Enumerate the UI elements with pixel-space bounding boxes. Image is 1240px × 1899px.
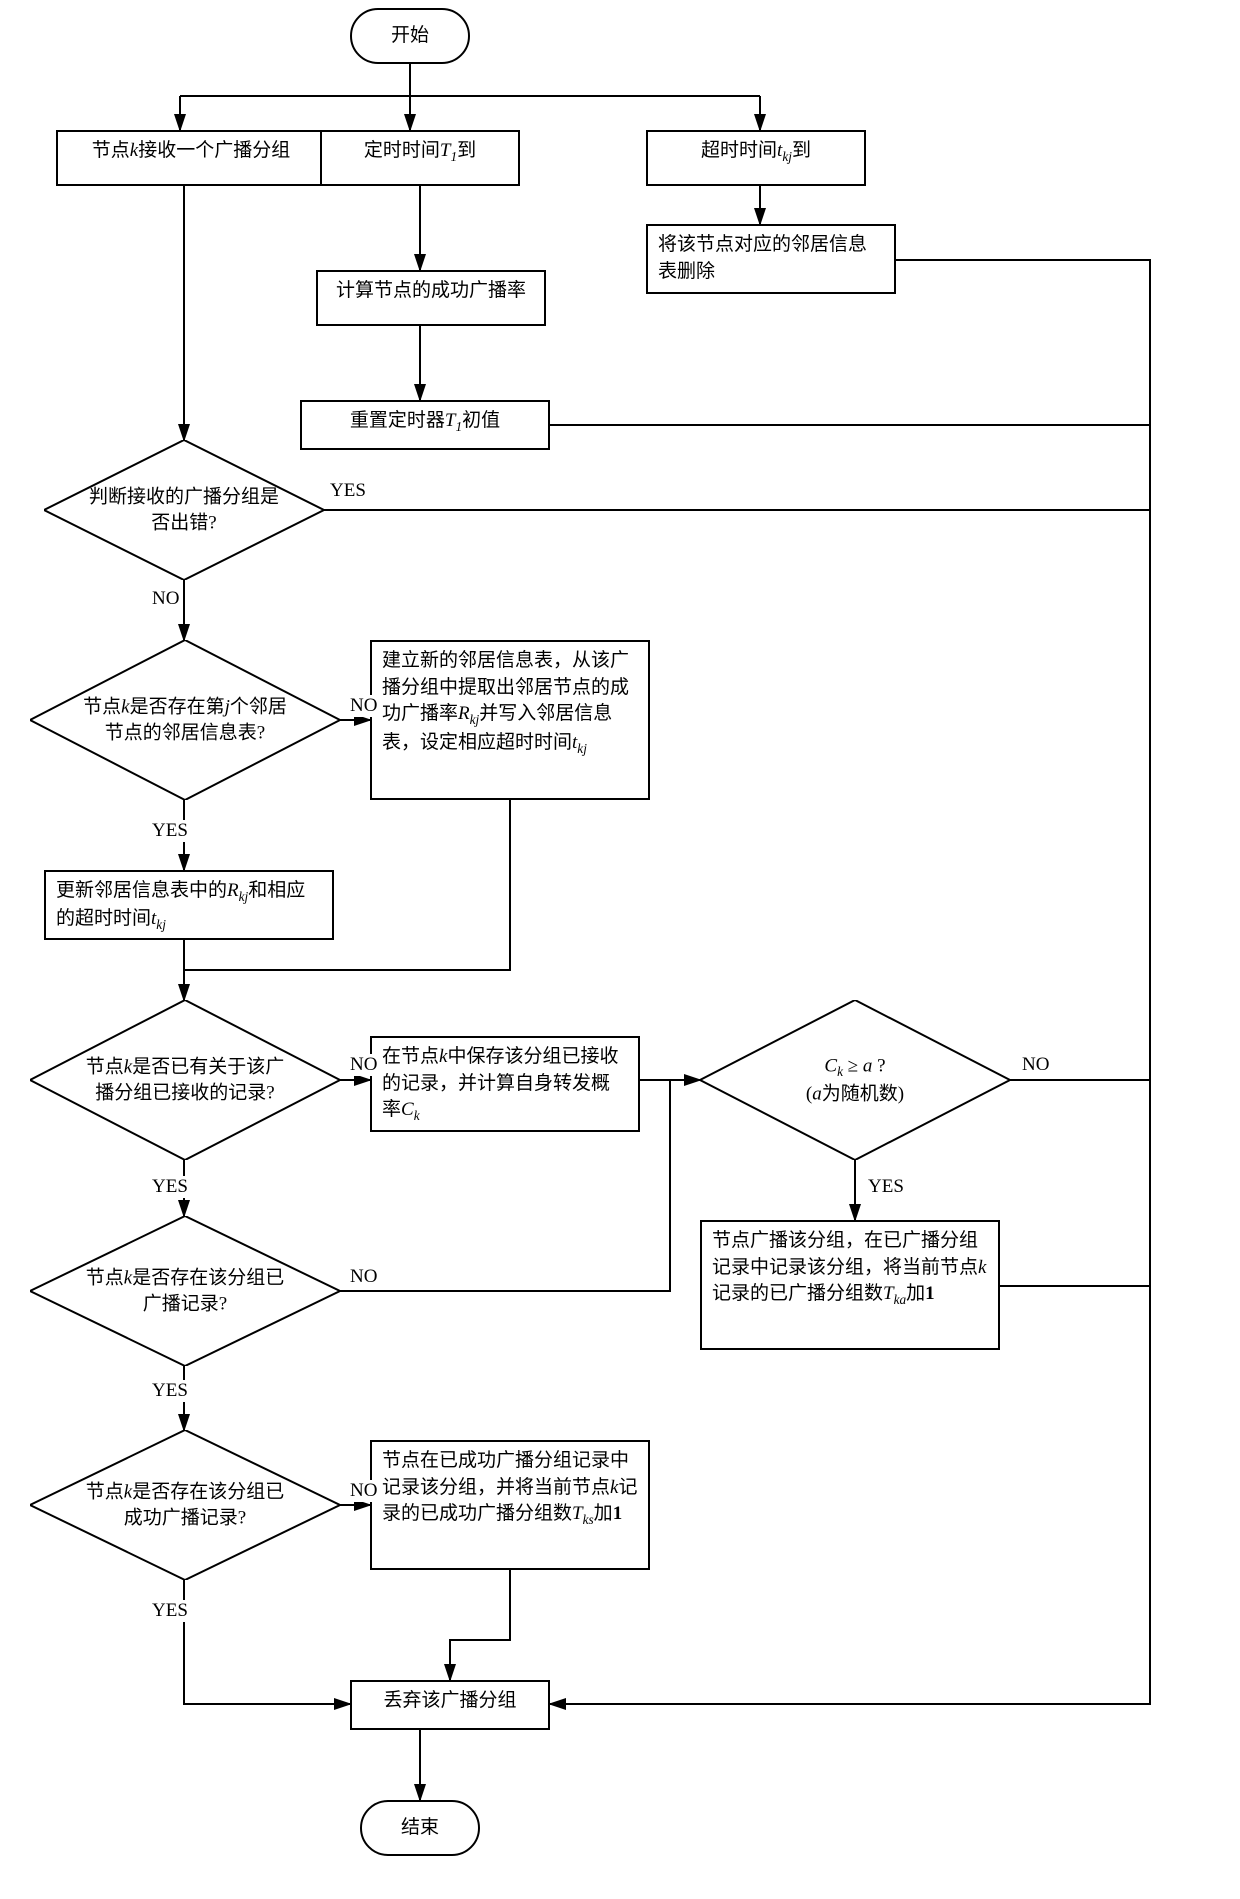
label-bcast-yes: YES [150, 1380, 190, 1402]
end-label: 结束 [401, 1815, 439, 1842]
decision-bcast-record: 节点k是否存在该分组已广播记录? [30, 1216, 340, 1366]
decision-error: 判断接收的广播分组是否出错? [44, 440, 324, 580]
start-terminator: 开始 [350, 8, 470, 64]
label-hasj-yes: YES [150, 820, 190, 842]
label-hasj-no: NO [348, 695, 379, 717]
timer-t1-process: 定时时间T1到 [320, 130, 520, 186]
label-ck-yes: YES [866, 1176, 906, 1198]
calc-rate-label: 计算节点的成功广播率 [328, 278, 534, 305]
decision-recv-record: 节点k是否已有关于该广播分组已接收的记录? [30, 1000, 340, 1160]
reset-t1-process: 重置定时器T1初值 [300, 400, 550, 450]
del-neighbor-process: 将该节点对应的邻居信息表删除 [646, 224, 896, 294]
timeout-tkj-process: 超时时间tkj到 [646, 130, 866, 186]
label-succ-no: NO [348, 1480, 379, 1502]
label-recvrec-no: NO [348, 1054, 379, 1076]
label-succ-yes: YES [150, 1600, 190, 1622]
recv-process: 节点k接收一个广播分组 [56, 130, 326, 186]
decision-ck: Ck ≥ a ?(a为随机数) [700, 1000, 1010, 1160]
succ-inc-process: 节点在已成功广播分组记录中记录该分组，并将当前节点k记录的已成功广播分组数Tks… [370, 1440, 650, 1570]
label-recvrec-yes: YES [150, 1176, 190, 1198]
label-error-no: NO [150, 588, 181, 610]
save-calcck-process: 在节点k中保存该分组已接收的记录，并计算自身转发概率Ck [370, 1036, 640, 1132]
broadcast-process: 节点广播该分组，在已广播分组记录中记录该分组，将当前节点k记录的已广播分组数Tk… [700, 1220, 1000, 1350]
new-neighbor-process: 建立新的邻居信息表，从该广播分组中提取出邻居节点的成功广播率Rkj并写入邻居信息… [370, 640, 650, 800]
discard-label: 丢弃该广播分组 [362, 1688, 538, 1715]
del-neighbor-label: 将该节点对应的邻居信息表删除 [658, 232, 884, 285]
start-label: 开始 [391, 23, 429, 50]
label-bcast-no: NO [348, 1266, 379, 1288]
calc-rate-process: 计算节点的成功广播率 [316, 270, 546, 326]
decision-succ-record: 节点k是否存在该分组已成功广播记录? [30, 1430, 340, 1580]
update-neighbor-process: 更新邻居信息表中的Rkj和相应的超时时间tkj [44, 870, 334, 940]
label-error-yes: YES [328, 480, 368, 502]
end-terminator: 结束 [360, 1800, 480, 1856]
discard-process: 丢弃该广播分组 [350, 1680, 550, 1730]
label-ck-no: NO [1020, 1054, 1051, 1076]
decision-error-label: 判断接收的广播分组是否出错? [86, 484, 282, 535]
decision-has-j: 节点k是否存在第j个邻居节点的邻居信息表? [30, 640, 340, 800]
